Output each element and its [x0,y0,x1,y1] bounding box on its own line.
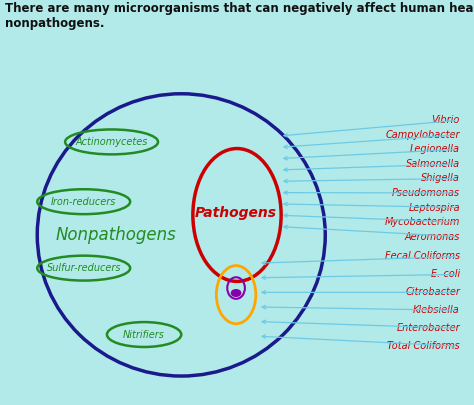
Text: Pathogens: Pathogens [195,206,277,220]
Text: Nonpathogens: Nonpathogens [56,226,177,244]
Text: Salmonella: Salmonella [406,159,460,169]
Text: Leptospira: Leptospira [408,202,460,213]
Text: Nitrifiers: Nitrifiers [123,330,165,339]
Text: Mycobacterium: Mycobacterium [384,217,460,227]
Circle shape [231,290,241,296]
Text: Sulfur-reducers: Sulfur-reducers [46,263,121,273]
Text: Klebsiella: Klebsiella [413,305,460,315]
Text: Enterobacter: Enterobacter [396,323,460,333]
Text: Aeromonas: Aeromonas [405,232,460,241]
Text: Pseudomonas: Pseudomonas [392,188,460,198]
Text: Vibrio: Vibrio [432,115,460,125]
Text: There are many microorganisms that can negatively affect human health, but most : There are many microorganisms that can n… [5,2,474,30]
Text: Fecal Coliforms: Fecal Coliforms [385,252,460,262]
Text: Total Coliforms: Total Coliforms [387,341,460,351]
Text: Actinomycetes: Actinomycetes [75,137,148,147]
Text: Citrobacter: Citrobacter [405,288,460,297]
Text: Campylobacter: Campylobacter [385,130,460,140]
Text: Legionella: Legionella [410,145,460,154]
Text: Iron-reducers: Iron-reducers [51,197,117,207]
Text: Shigella: Shigella [421,173,460,183]
Text: E. coli: E. coli [431,269,460,279]
